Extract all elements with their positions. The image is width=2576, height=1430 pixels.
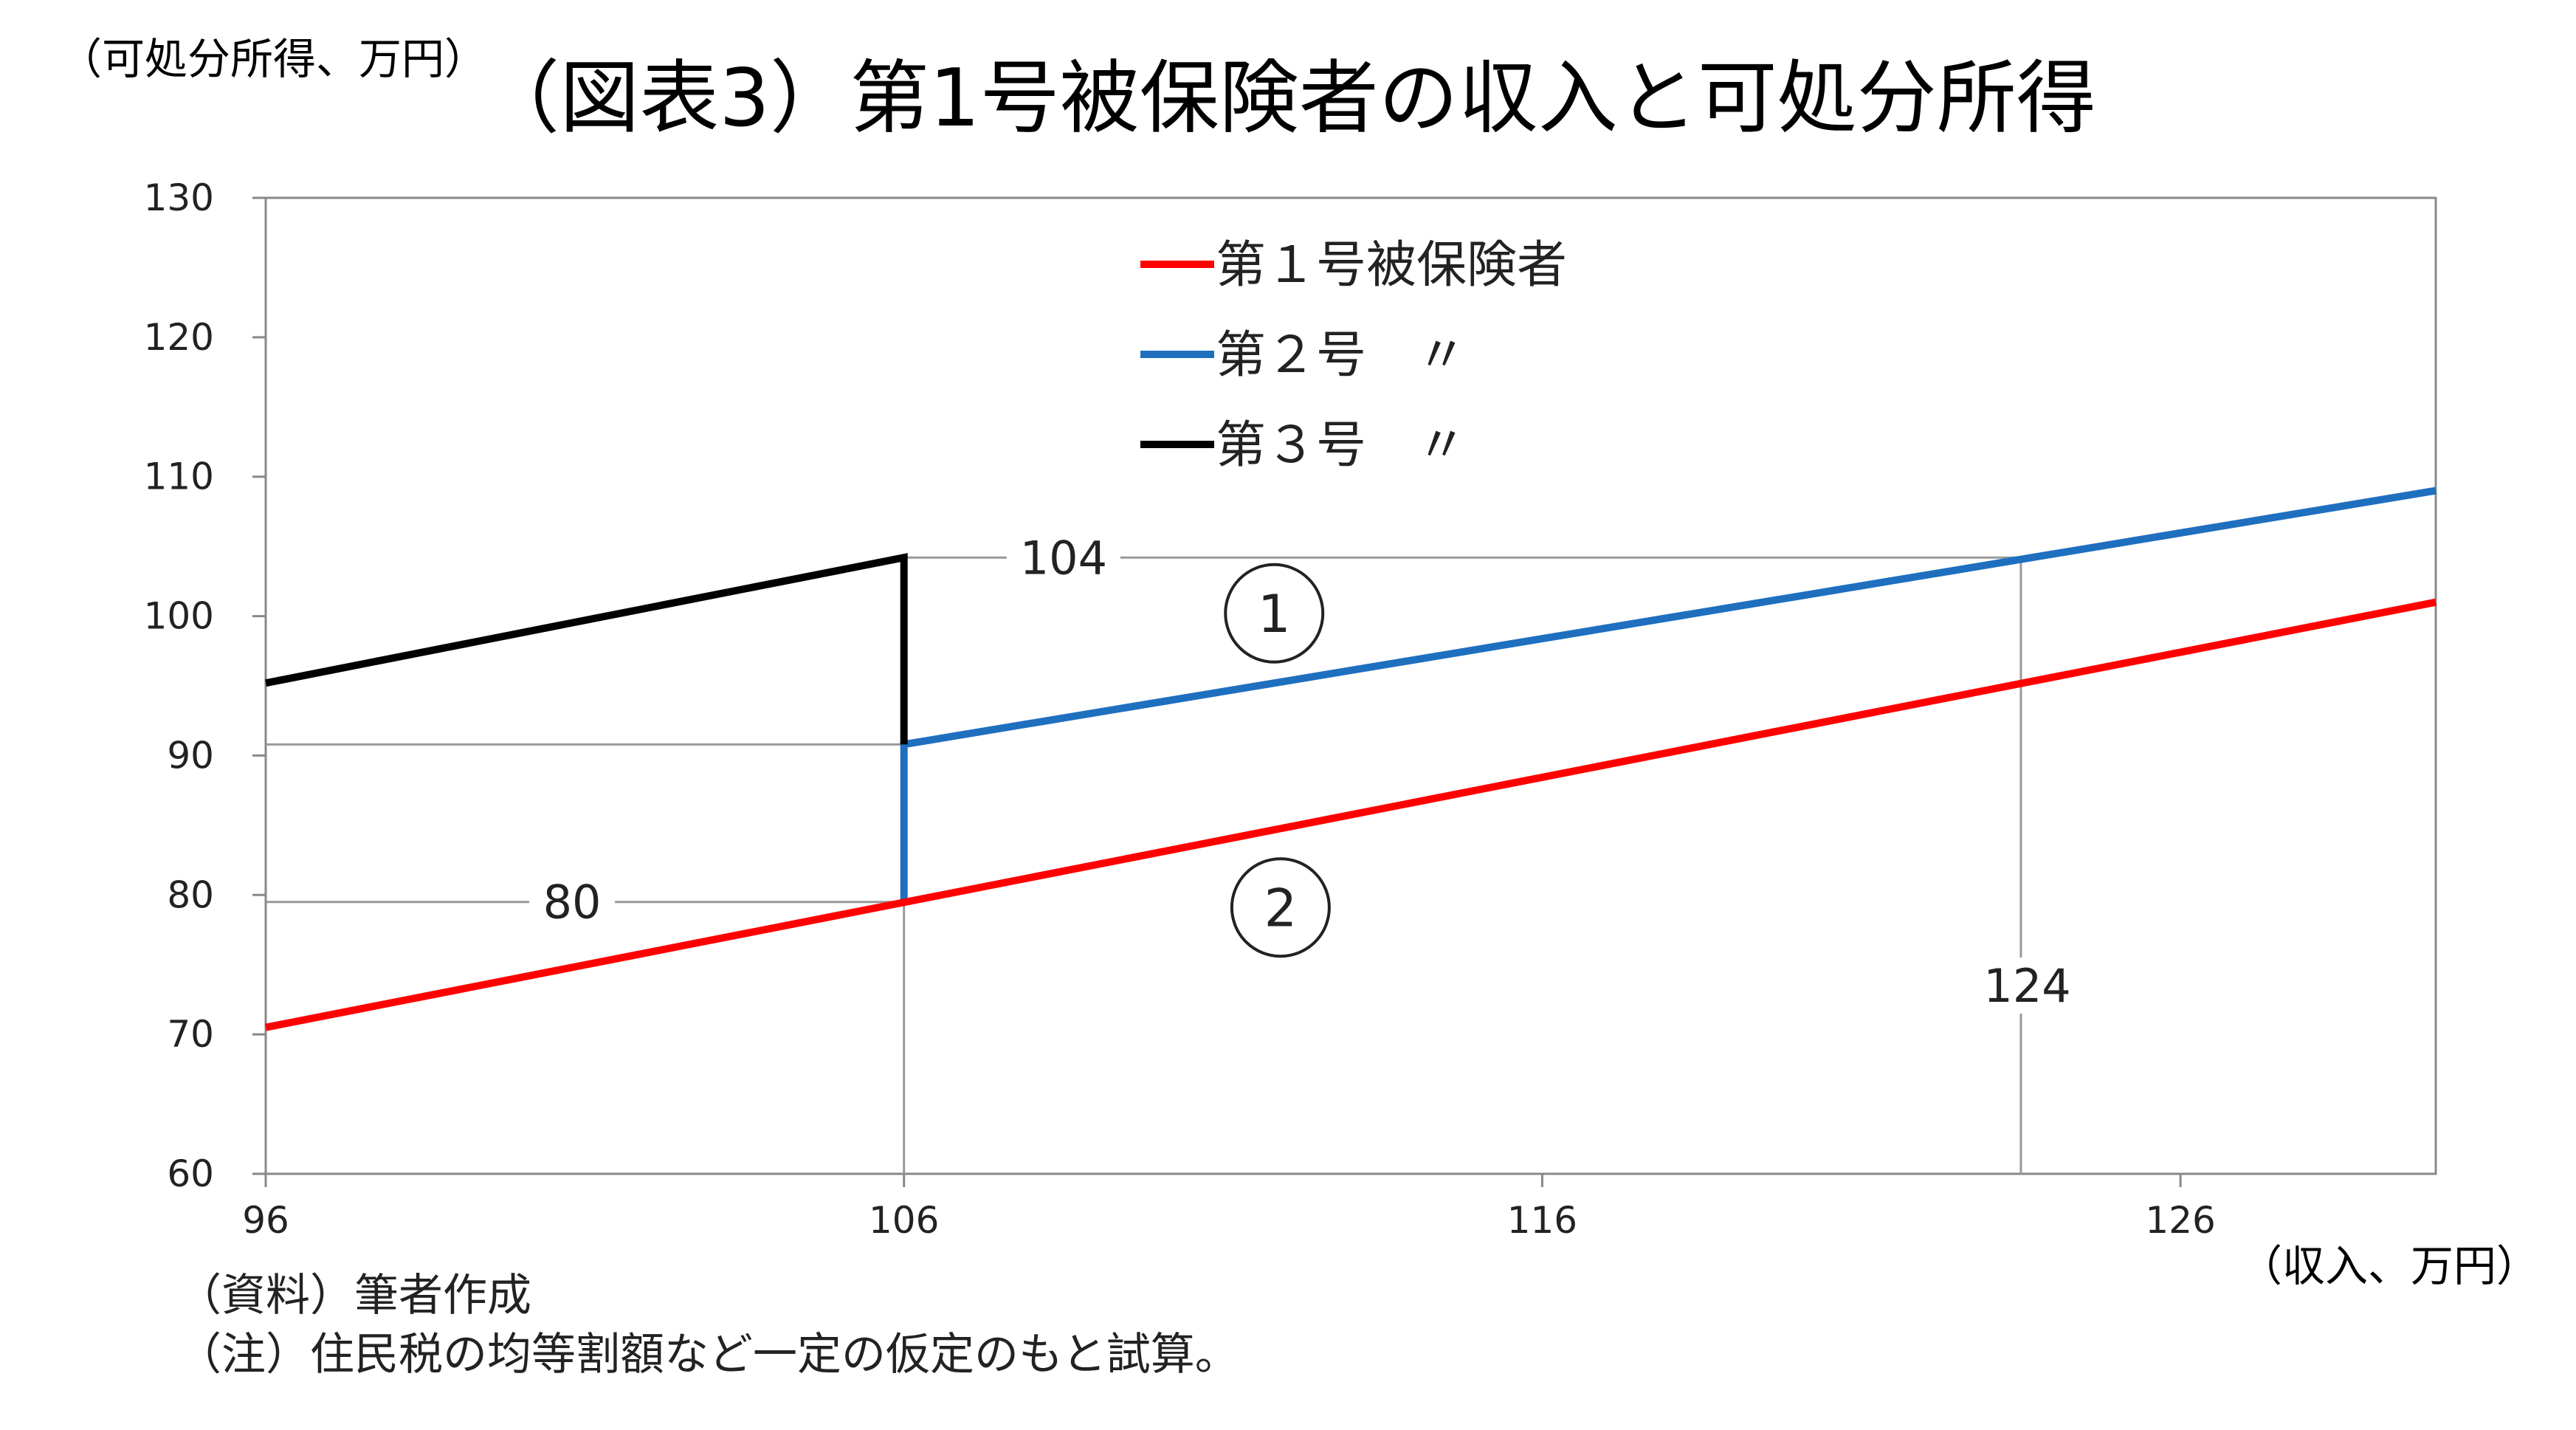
reference-lines: [266, 556, 2022, 1174]
y-tick-label: 100: [144, 595, 214, 638]
circle-marker-label: 1: [1258, 584, 1291, 644]
legend-label-3: 第３号 〃: [1216, 416, 1467, 475]
annotation-background: [529, 873, 616, 930]
y-tick-label: 110: [144, 456, 214, 498]
series-line-3: [265, 553, 908, 745]
annotation-label: 80: [543, 876, 602, 929]
circle-marker: [1230, 857, 1331, 958]
plot-area: [264, 196, 2437, 1175]
y-tick-label: 130: [144, 176, 214, 219]
y-axis-title: （可処分所得、万円）: [59, 34, 487, 84]
x-axis-title: （収入、万円）: [2239, 1241, 2539, 1291]
legend-label-1: 第１号被保険者: [1216, 236, 1567, 295]
x-tick-label: 126: [2145, 1199, 2215, 1242]
y-tick-label: 60: [167, 1152, 214, 1195]
y-axis: 60 70 80 90 100 110 120 130: [144, 176, 266, 1195]
x-axis: 96 106 116 126: [242, 1174, 2216, 1242]
circle-marker-label: 2: [1264, 878, 1298, 938]
annotation-label: 104: [1020, 531, 1107, 585]
x-tick-label: 116: [1507, 1199, 1577, 1242]
x-tick-label: 96: [242, 1199, 289, 1242]
annotation-label: 124: [1983, 959, 2070, 1013]
legend-label-2: 第２号 〃: [1216, 326, 1467, 385]
y-tick-label: 70: [167, 1013, 214, 1056]
annotations: 104 80 124 1 2: [529, 529, 2084, 1014]
y-tick-label: 90: [167, 734, 214, 777]
chart-title: （図表3）第1号被保険者の収入と可処分所得: [480, 52, 2095, 145]
series-lines: [265, 487, 2436, 1031]
circle-marker: [1224, 563, 1325, 664]
y-tick-label: 80: [167, 873, 214, 916]
y-tick-label: 120: [144, 316, 214, 359]
x-tick-label: 106: [869, 1199, 939, 1242]
series-line-1: [265, 598, 2436, 1031]
source-note: （資料）筆者作成: [177, 1270, 531, 1321]
annotation-background: [1970, 958, 2084, 1014]
series-line-2: [900, 487, 2436, 902]
annotation-background: [1006, 529, 1120, 586]
footnote: （注）住民税の均等割額など一定の仮定のもと試算。: [177, 1329, 1239, 1381]
